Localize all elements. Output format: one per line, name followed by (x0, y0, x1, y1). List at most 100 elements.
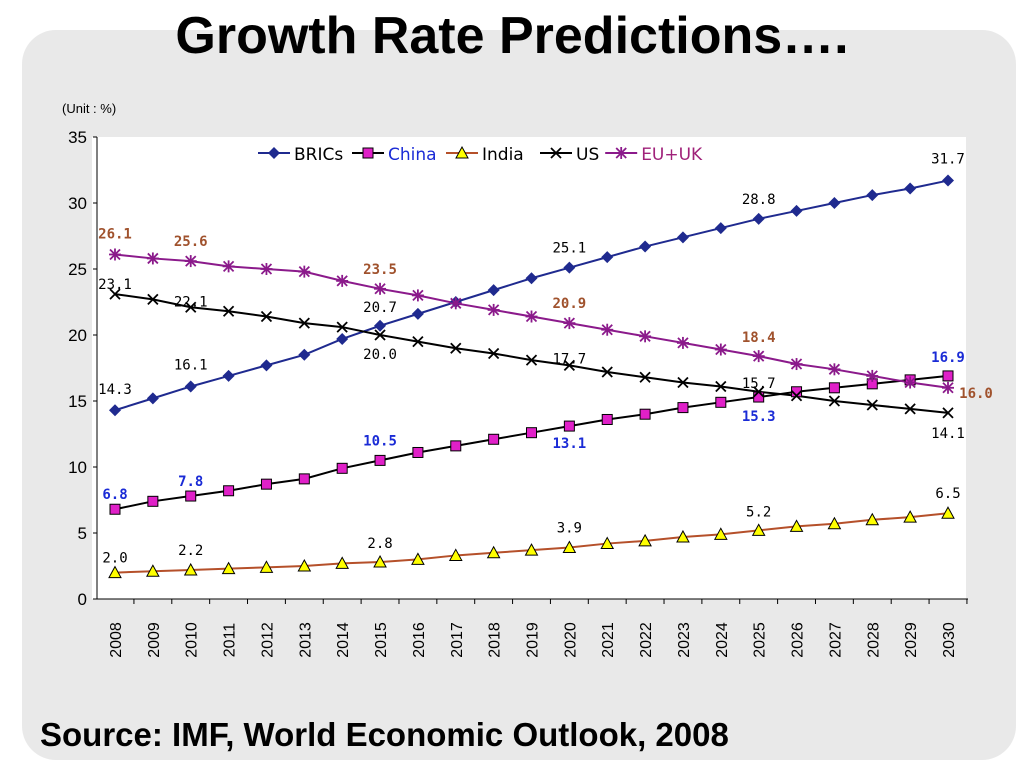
data-point (411, 289, 424, 302)
x-tick-label: 2026 (790, 622, 807, 658)
x-tick-label: 2015 (373, 622, 390, 658)
data-label: 15.3 (742, 409, 776, 425)
data-point (412, 335, 424, 348)
x-tick-label: 2016 (411, 622, 428, 658)
data-point (487, 284, 500, 297)
data-point (185, 490, 197, 502)
y-tick-label: 20 (68, 326, 87, 345)
data-point (753, 386, 765, 398)
source-caption: Source: IMF, World Economic Outlook, 200… (40, 716, 729, 753)
data-point (185, 301, 197, 313)
data-point (298, 265, 311, 278)
x-tick-label: 2017 (449, 622, 466, 658)
data-point (184, 255, 197, 268)
data-point (865, 512, 880, 526)
data-point (562, 540, 577, 554)
data-point (146, 392, 159, 405)
data-point (942, 174, 954, 187)
data-label: 13.1 (553, 436, 587, 452)
data-point (147, 495, 159, 507)
data-label: 16.1 (174, 357, 208, 373)
data-label: 20.0 (363, 347, 397, 363)
data-label: 20.9 (553, 296, 587, 312)
data-point (268, 147, 280, 159)
data-point (362, 147, 374, 159)
data-point (336, 462, 348, 474)
data-point (866, 189, 879, 202)
data-label: 25.6 (174, 234, 208, 250)
data-point (108, 565, 122, 579)
y-tick-label: 10 (68, 458, 87, 477)
data-point (449, 297, 462, 310)
data-point (828, 395, 841, 407)
data-point (903, 510, 917, 523)
data-label: 22.1 (174, 294, 208, 310)
data-point (260, 359, 273, 372)
data-point (450, 342, 462, 354)
x-tick-label: 2024 (714, 622, 731, 658)
data-point (751, 523, 766, 536)
y-tick-label: 15 (68, 392, 87, 411)
data-point (904, 182, 917, 195)
data-point (676, 529, 690, 543)
y-tick-label: 25 (68, 260, 87, 279)
data-point (828, 382, 840, 394)
data-point (336, 321, 348, 333)
data-point (109, 503, 121, 515)
data-point (942, 370, 954, 382)
data-point (904, 376, 917, 389)
data-label: 2.2 (178, 543, 203, 559)
data-point (601, 323, 614, 336)
data-point (222, 305, 235, 317)
data-point (298, 348, 311, 361)
x-tick-label: 2010 (184, 622, 201, 658)
data-point (639, 330, 652, 343)
data-point (639, 408, 651, 420)
data-point (374, 329, 386, 341)
data-point (615, 147, 628, 159)
x-tick-label: 2027 (827, 622, 844, 658)
data-point (183, 562, 198, 576)
data-point (676, 231, 689, 244)
data-label: 26.1 (98, 226, 132, 242)
data-point (525, 354, 538, 366)
data-point (223, 485, 235, 497)
x-tick-label: 2013 (297, 622, 314, 658)
data-point (297, 558, 312, 572)
y-tick-label: 30 (68, 194, 87, 213)
data-point (563, 359, 576, 371)
data-point (827, 516, 842, 530)
data-point (600, 536, 615, 550)
data-point (715, 396, 727, 408)
data-point (109, 288, 121, 300)
data-point (109, 248, 121, 261)
legend-entry: US (540, 145, 599, 165)
x-tick-label: 2025 (752, 622, 769, 658)
data-point (147, 293, 159, 305)
data-point (336, 274, 349, 287)
data-point (942, 381, 954, 394)
data-point (866, 369, 879, 382)
data-point (526, 427, 537, 439)
data-point (109, 404, 121, 417)
data-label: 28.8 (742, 192, 776, 208)
data-label: 31.7 (931, 152, 965, 168)
data-point (450, 440, 462, 452)
data-point (374, 454, 386, 466)
unit-label: (Unit : %) (62, 101, 116, 116)
data-label: 10.5 (363, 433, 397, 449)
x-tick-label: 2018 (487, 622, 504, 658)
legend-label: India (482, 145, 524, 165)
data-point (221, 561, 236, 575)
data-point (336, 332, 349, 345)
x-tick-label: 2022 (638, 622, 655, 658)
data-point (677, 402, 689, 414)
legend-entry: India (446, 145, 524, 165)
data-point (677, 376, 689, 389)
data-point (638, 533, 652, 547)
data-point (563, 420, 575, 432)
data-label: 14.1 (931, 426, 965, 442)
data-label: 18.4 (742, 330, 776, 346)
data-point (412, 446, 424, 458)
